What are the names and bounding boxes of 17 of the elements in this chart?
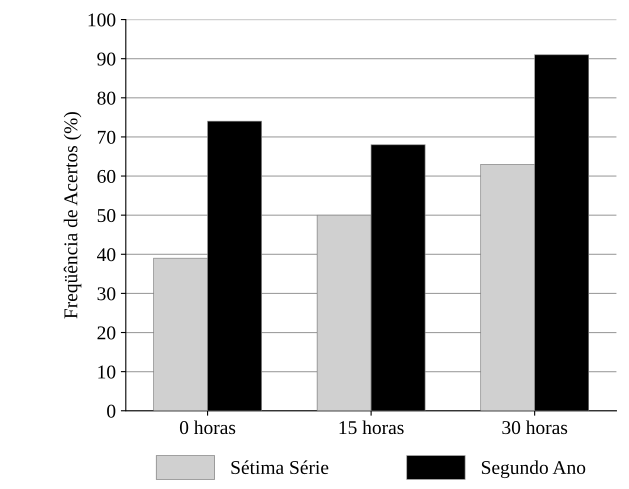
y-tick-label: 90 xyxy=(97,52,116,66)
legend-label: Segundo Ano xyxy=(482,460,586,478)
x-tick-label: 15 horas xyxy=(340,420,404,434)
y-tick-label: 50 xyxy=(98,208,116,222)
y-tick-label: 100 xyxy=(88,13,116,26)
y-tick-label: 20 xyxy=(97,326,116,340)
y-tick-label: 80 xyxy=(97,92,116,105)
y-tick-label: 40 xyxy=(97,248,116,262)
y-tick-label: 60 xyxy=(97,170,116,183)
y-tick-label: 0 xyxy=(107,404,116,418)
y-tick-label: 70 xyxy=(98,130,116,144)
y-tick-label: 10 xyxy=(98,365,116,379)
x-tick-label: 30 horas xyxy=(502,420,568,434)
x-tick-label: 0 horas xyxy=(180,420,236,434)
y-axis-title: Freqüência de Acertos (%) xyxy=(64,112,82,319)
legend-label: Sétima Série xyxy=(231,460,328,474)
y-tick-label: 30 xyxy=(98,287,116,300)
